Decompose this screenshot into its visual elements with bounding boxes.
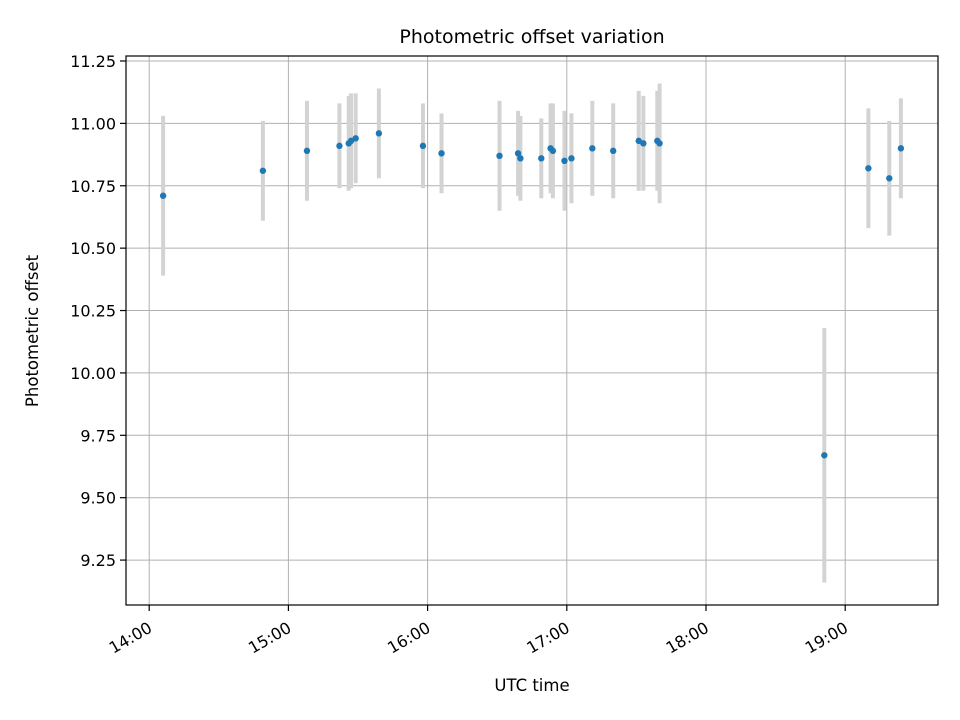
- data-point: [897, 145, 905, 152]
- data-point: [303, 147, 311, 155]
- data-point: [259, 167, 267, 174]
- y-tick-label: 10.75: [70, 177, 116, 196]
- x-tick-label: 17:00: [523, 618, 572, 658]
- x-axis-label: UTC time: [494, 676, 569, 695]
- data-point: [886, 175, 893, 182]
- x-tick-label: 16:00: [384, 618, 433, 658]
- x-tick-label: 14:00: [106, 618, 155, 658]
- data-point: [514, 150, 522, 157]
- data-point: [549, 147, 557, 155]
- data-point: [821, 452, 828, 459]
- point-layer: [159, 130, 905, 459]
- data-point: [640, 140, 647, 147]
- x-axis: 14:00 15:00 16:00 17:00 18:00 19:00: [106, 605, 851, 658]
- plot-frame: [125, 55, 939, 606]
- data-point: [656, 140, 663, 147]
- y-axis: 9.25 9.50 9.75 10.00 10.25 10.50 10.75 11.00 11.…: [70, 52, 126, 570]
- y-tick-label: 9.25: [80, 551, 116, 570]
- x-tick-label: 18:00: [663, 618, 712, 658]
- data-point: [610, 147, 617, 155]
- errorbar-layer: [161, 83, 903, 583]
- x-tick-label: 15:00: [245, 618, 294, 658]
- data-point: [419, 142, 427, 150]
- y-tick-label: 10.50: [70, 239, 116, 258]
- x-tick-label: 19:00: [802, 618, 851, 658]
- y-tick-label: 9.50: [80, 489, 116, 508]
- data-point: [561, 157, 568, 165]
- data-point: [517, 155, 524, 162]
- y-axis-label: Photometric offset: [23, 254, 42, 407]
- y-tick-label: 9.75: [80, 426, 116, 445]
- y-tick-label: 11.00: [70, 114, 116, 133]
- data-point: [568, 155, 575, 162]
- data-point: [336, 142, 343, 150]
- grid-layer: [126, 56, 938, 605]
- y-tick-label: 10.00: [70, 364, 116, 383]
- data-point: [496, 152, 503, 160]
- data-point: [589, 145, 596, 152]
- chart-title: Photometric offset variation: [399, 26, 664, 48]
- y-tick-label: 10.25: [70, 302, 116, 321]
- data-point: [865, 165, 872, 172]
- data-point: [159, 192, 167, 199]
- data-point: [375, 130, 383, 137]
- y-tick-label: 11.25: [70, 52, 116, 71]
- data-point: [352, 135, 359, 142]
- data-point: [438, 150, 445, 157]
- data-point: [538, 155, 545, 162]
